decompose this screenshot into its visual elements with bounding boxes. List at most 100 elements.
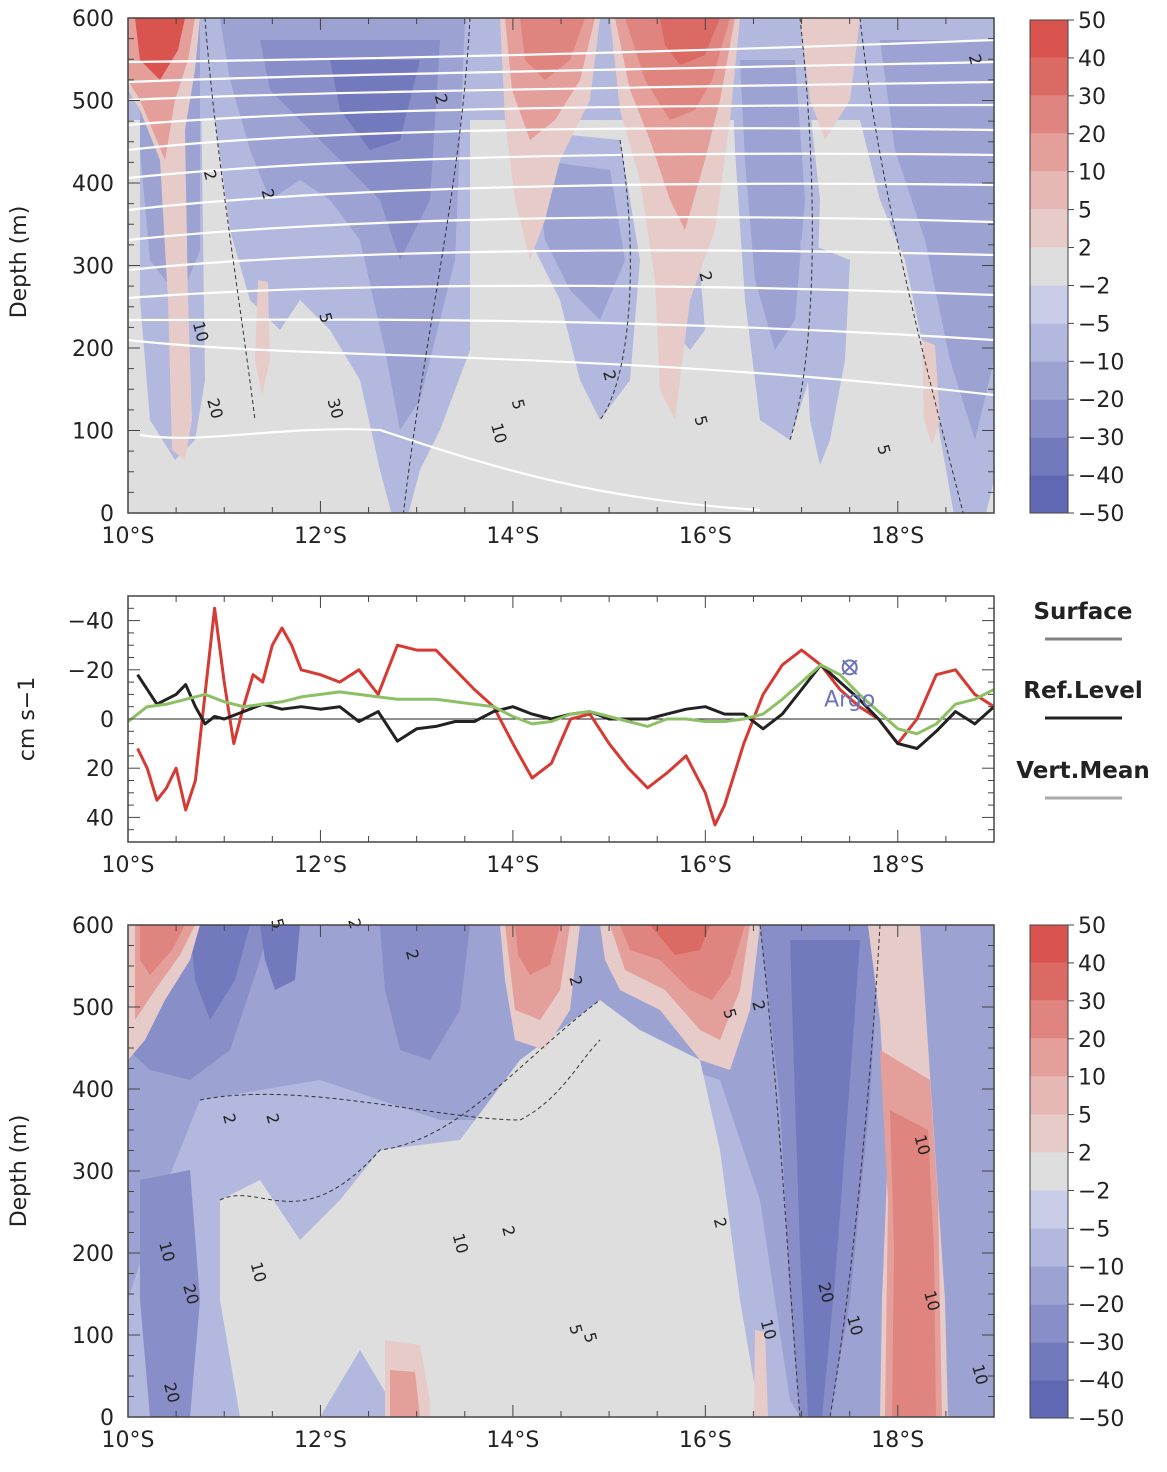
contour-label: 5 (691, 413, 712, 428)
contour-line (199, 1039, 601, 1121)
y-tick-label: 500 (72, 996, 114, 1021)
colorbar-swatch (1030, 1304, 1068, 1343)
y-tick-label: 400 (72, 1078, 114, 1103)
contour-label: 10 (155, 1239, 179, 1264)
colorbar-label: −30 (1078, 426, 1124, 451)
colorbar-label: −10 (1078, 350, 1124, 375)
isotherm (128, 103, 994, 127)
top-panel: 20 10 2 5 30 2 10 5 2 5 2 5 2 2 10°S 12°S 14°S 16°S 18°S 0… (7, 7, 995, 549)
contour-label: 10 (968, 1362, 992, 1387)
y-tick-label: −40 (68, 610, 114, 635)
contour-label: 5 (565, 1322, 586, 1337)
top-contour-labels: 20 10 2 5 30 2 10 5 2 5 2 5 2 2 (189, 52, 986, 457)
bottom-field (128, 925, 948, 1417)
colorbar-label: −2 (1078, 274, 1110, 299)
isotherm (128, 80, 994, 102)
colorbar-swatch (1030, 399, 1068, 438)
bot-pos (620, 925, 745, 1000)
colorbar-label: 10 (1078, 1066, 1106, 1091)
x-tick-label: 14°S (486, 1428, 539, 1453)
isotherm (128, 152, 994, 180)
colorbar-label: 10 (1078, 161, 1106, 186)
legend-label: Surface (1033, 599, 1132, 625)
y-tick-label: 100 (72, 1324, 114, 1349)
isotherm (128, 338, 994, 397)
y-tick-label: 600 (72, 7, 114, 32)
contour-label: 5 (873, 442, 894, 457)
bottom-axes: 10°S 12°S 14°S 16°S 18°S 0 100 200 300 400 500 600 (72, 914, 995, 1453)
colorbar-label: 5 (1078, 199, 1092, 224)
top-neg-plume (535, 160, 625, 320)
isotherm (128, 216, 994, 242)
colorbar-label: 5 (1078, 1104, 1092, 1129)
colorbar-label: −2 (1078, 1179, 1110, 1204)
y-tick-label: 300 (72, 1160, 114, 1185)
contour-label: 2 (200, 168, 221, 183)
top-ylabel: Depth (m) (7, 206, 32, 319)
colorbar-label: −20 (1078, 1293, 1124, 1318)
series-line-vert-mean (128, 663, 994, 736)
contour-label: 2 (710, 1215, 731, 1230)
top-neg-plume (800, 240, 850, 465)
bot-neg (190, 925, 250, 1020)
y-tick-label: 200 (72, 1242, 114, 1267)
x-tick-label: 16°S (679, 524, 732, 549)
top-neg-plume (740, 60, 805, 350)
top-neg-plume (330, 60, 420, 150)
bot-neg (380, 925, 470, 1060)
x-tick-label: 12°S (294, 524, 347, 549)
bot-pos (140, 925, 185, 975)
isotherm (128, 249, 994, 272)
bot-pos (515, 925, 560, 975)
colorbar-label: −30 (1078, 1331, 1124, 1356)
top-axes: 10°S 12°S 14°S 16°S 18°S 0 100 200 300 400 500 600 (72, 7, 995, 549)
colorbar-swatch (1030, 361, 1068, 400)
contour-label: 10 (449, 1231, 473, 1256)
top-pos-plume (800, 18, 860, 140)
x-tick-label: 16°S (679, 853, 732, 878)
top-isotherms (128, 38, 994, 512)
x-tick-label: 10°S (102, 1428, 155, 1453)
x-tick-label: 16°S (679, 1428, 732, 1453)
contour-label: 10 (757, 1317, 781, 1342)
colorbar-label: 20 (1078, 1028, 1106, 1053)
colorbar-frame (1029, 924, 1069, 1419)
contour-label: 2 (344, 916, 365, 931)
colorbar-swatch (1030, 1038, 1068, 1077)
top-pos-plume (135, 18, 185, 80)
colorbar-swatch (1030, 475, 1068, 513)
colorbar-swatch (1030, 171, 1068, 210)
colorbar-label: −10 (1078, 1255, 1124, 1280)
colorbar-swatch (1030, 1152, 1068, 1191)
contour-label: 10 (911, 1133, 935, 1158)
top-field (128, 18, 994, 513)
colorbar-swatch (1030, 962, 1068, 1001)
contour-label: 10 (189, 319, 213, 344)
x-tick-label: 18°S (871, 524, 924, 549)
contour-label: 2 (965, 52, 986, 67)
argo-cross (841, 659, 858, 676)
top-pos-plume (922, 340, 940, 445)
isotherm (128, 127, 994, 152)
colorbar-label: 30 (1078, 85, 1106, 110)
y-tick-label: 200 (72, 337, 114, 362)
isotherm (139, 428, 761, 512)
colorbar-swatch (1030, 1114, 1068, 1153)
colorbar-label: −20 (1078, 388, 1124, 413)
bot-neg (220, 1000, 760, 1417)
series-line-ref-level (136, 663, 994, 750)
argo-circle (841, 659, 858, 676)
colorbar-swatch (1030, 1342, 1068, 1381)
colorbar-label: 50 (1078, 9, 1106, 34)
bottom-contours (199, 925, 881, 1417)
colorbar-swatch (1030, 1266, 1068, 1305)
colorbar-swatch (1030, 1076, 1068, 1115)
contour-label: 5 (719, 1006, 740, 1021)
middle-lines (128, 606, 994, 827)
y-tick-label: 20 (86, 757, 114, 782)
colorbar-swatch (1030, 20, 1068, 58)
contour-label: 2 (402, 947, 423, 962)
